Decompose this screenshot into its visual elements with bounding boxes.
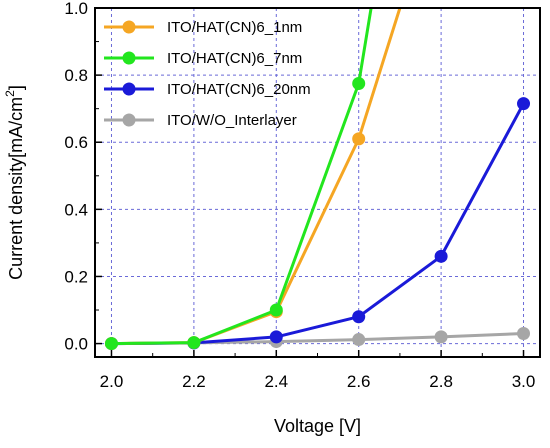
data-point <box>352 333 366 347</box>
x-tick-label: 2.8 <box>429 372 453 391</box>
legend-label: ITO/W/O_Interlayer <box>167 112 297 129</box>
legend-item-4: ITO/W/O_Interlayer <box>104 112 297 129</box>
y-tick-label: 0.0 <box>64 335 88 354</box>
y-tick-label: 0.6 <box>64 133 88 152</box>
legend-swatch-marker <box>122 113 136 127</box>
y-tick-label: 0.8 <box>64 66 88 85</box>
x-tick-label: 2.4 <box>264 372 288 391</box>
data-point <box>352 310 366 324</box>
data-point <box>352 77 366 91</box>
legend-label: ITO/HAT(CN)6_1nm <box>167 19 302 36</box>
legend-item-1: ITO/HAT(CN)6_1nm <box>104 19 302 36</box>
data-point <box>352 132 366 146</box>
x-axis-label: Voltage [V] <box>274 416 361 436</box>
y-tick-label: 1.0 <box>64 0 88 18</box>
x-tick-label: 2.2 <box>182 372 206 391</box>
legend-swatch-marker <box>122 82 136 96</box>
data-point <box>187 336 201 350</box>
data-point <box>269 330 283 344</box>
series-layer <box>104 8 531 351</box>
y-axis-label-superscript: 2 <box>3 90 17 97</box>
grid-lines <box>95 7 540 357</box>
x-tick-label: 3.0 <box>512 372 536 391</box>
y-axis-label-suffix: ] <box>6 85 26 90</box>
legend-item-3: ITO/HAT(CN)6_20nm <box>104 81 311 98</box>
legend-label: ITO/HAT(CN)6_7nm <box>167 50 302 67</box>
legend-item-2: ITO/HAT(CN)6_7nm <box>104 50 302 67</box>
data-point <box>104 337 118 351</box>
y-tick-label: 0.4 <box>64 200 88 219</box>
data-point <box>269 303 283 317</box>
y-axis-label: Current density[mA/cm2] <box>3 85 26 280</box>
x-tick-label: 2.6 <box>347 372 371 391</box>
data-point <box>434 330 448 344</box>
x-tick-label: 2.0 <box>100 372 124 391</box>
y-axis-label-main: Current density[mA/cm <box>6 97 26 280</box>
legend-label: ITO/HAT(CN)6_20nm <box>167 81 311 98</box>
plot-frame <box>94 7 541 358</box>
axis-ticks: 2.0 2.2 2.4 2.6 2.8 3.0 0.0 0.2 0.4 0.6 0.8 1.0 <box>64 0 535 391</box>
data-point <box>517 327 531 341</box>
series-2 <box>104 8 373 351</box>
series-4 <box>104 327 531 351</box>
legend-swatch-marker <box>122 20 136 34</box>
y-tick-label: 0.2 <box>64 267 88 286</box>
data-point <box>434 249 448 263</box>
data-point <box>517 97 531 111</box>
legend: ITO/HAT(CN)6_1nm ITO/HAT(CN)6_7nm ITO/HAT(… <box>104 19 311 129</box>
legend-swatch-marker <box>122 51 136 65</box>
